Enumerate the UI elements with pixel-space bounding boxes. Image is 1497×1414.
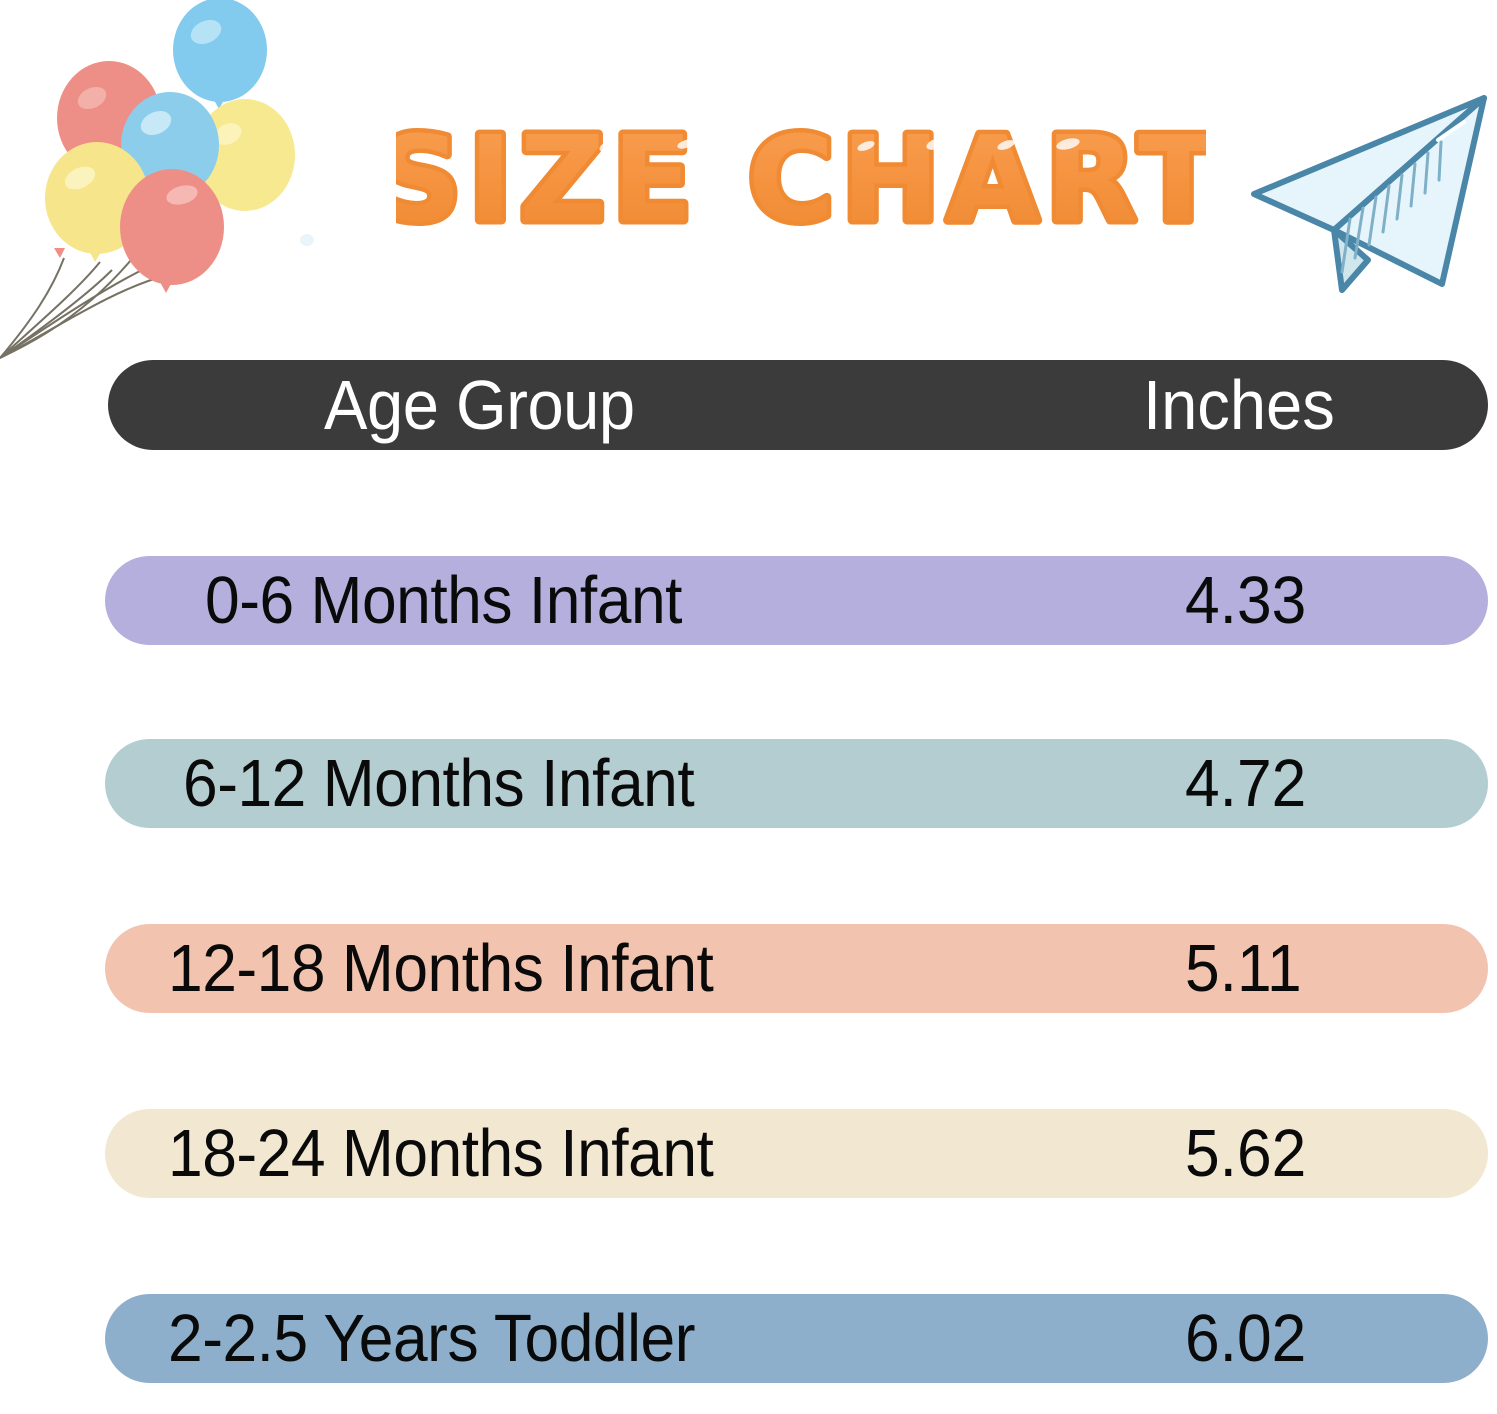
row-gap — [0, 450, 1497, 556]
cell-inches: 6.02 — [1185, 1301, 1307, 1376]
cell-age-group: 12-18 Months Infant — [168, 931, 714, 1006]
cell-age-group: 6-12 Months Infant — [183, 746, 695, 821]
cell-age-group: 0-6 Months Infant — [205, 563, 683, 638]
table-row: 0-6 Months Infant 4.33 — [105, 556, 1488, 645]
cell-inches: 5.11 — [1185, 931, 1302, 1006]
row-gap — [0, 828, 1497, 924]
cell-inches: 4.72 — [1185, 746, 1307, 821]
table-header-row: Age Group Inches — [108, 360, 1488, 450]
size-chart-table: Age Group Inches 0-6 Months Infant 4.33 … — [0, 360, 1497, 1383]
table-row: 2-2.5 Years Toddler 6.02 — [105, 1294, 1488, 1383]
row-gap — [0, 1198, 1497, 1294]
column-header-inches: Inches — [1143, 366, 1335, 444]
cell-inches: 4.33 — [1185, 563, 1307, 638]
table-row: 6-12 Months Infant 4.72 — [105, 739, 1488, 828]
table-row: 12-18 Months Infant 5.11 — [105, 924, 1488, 1013]
svg-text:SIZE CHART: SIZE CHART — [396, 110, 1206, 248]
paper-airplane-icon — [1242, 82, 1497, 302]
page-title: SIZE CHART — [396, 108, 1206, 258]
table-row: 18-24 Months Infant 5.62 — [105, 1109, 1488, 1198]
cell-age-group: 2-2.5 Years Toddler — [168, 1301, 695, 1376]
balloon-bunch-icon — [0, 0, 352, 360]
cell-inches: 5.62 — [1185, 1116, 1307, 1191]
column-header-age-group: Age Group — [324, 366, 635, 444]
row-gap — [0, 645, 1497, 739]
cell-age-group: 18-24 Months Infant — [168, 1116, 714, 1191]
row-gap — [0, 1013, 1497, 1109]
